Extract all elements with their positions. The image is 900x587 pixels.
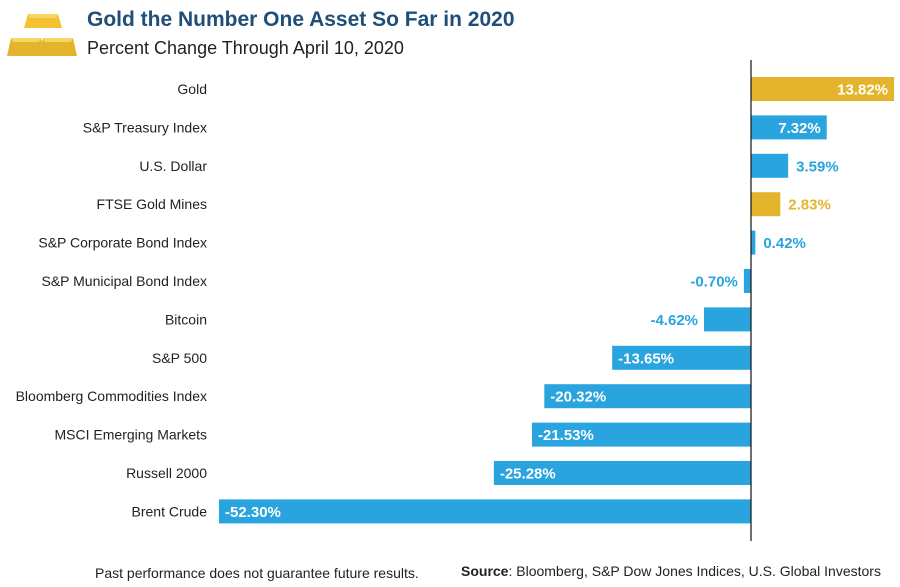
data-label-gold: 13.82%: [837, 82, 888, 99]
category-label-brent-crude: Brent Crude: [132, 503, 208, 519]
data-label-bitcoin: -4.62%: [650, 312, 698, 329]
category-label-bloomberg-commodities-index: Bloomberg Commodities Index: [16, 388, 207, 404]
data-label-brent-crude: -52.30%: [225, 504, 281, 521]
data-label-msci-emerging-markets: -21.53%: [538, 427, 594, 444]
bar-gold: [751, 77, 894, 101]
category-label-s-p-corporate-bond-index: S&P Corporate Bond Index: [38, 235, 207, 251]
category-label-s-p-municipal-bond-index: S&P Municipal Bond Index: [41, 273, 207, 289]
bar-msci-emerging-markets: [531, 422, 751, 447]
data-label-s-p-treasury-index: 7.32%: [778, 120, 821, 137]
bar-u-s-dollar: [751, 153, 789, 178]
category-label-gold: Gold: [177, 81, 207, 97]
bar-s-p-corporate-bond-index: [751, 230, 756, 255]
gold-bars-icon: [7, 14, 77, 56]
source-label: Source: [461, 563, 509, 579]
bar-bloomberg-commodities-index: [544, 384, 751, 409]
category-label-ftse-gold-mines: FTSE Gold Mines: [97, 196, 207, 212]
chart-title: Gold the Number One Asset So Far in 2020: [87, 8, 515, 31]
data-label-s-p-corporate-bond-index: 0.42%: [763, 235, 806, 252]
category-label-s-p-treasury-index: S&P Treasury Index: [83, 119, 207, 135]
data-label-u-s-dollar: 3.59%: [796, 158, 839, 175]
category-label-u-s-dollar: U.S. Dollar: [139, 158, 207, 174]
data-label-s-p-500: -13.65%: [618, 350, 674, 367]
source-text: Source: Bloomberg, S&P Dow Jones Indices…: [461, 563, 881, 579]
chart-subtitle: Percent Change Through April 10, 2020: [87, 38, 404, 58]
disclaimer-text: Past performance does not guarantee futu…: [95, 565, 419, 581]
source-value: : Bloomberg, S&P Dow Jones Indices, U.S.…: [508, 563, 881, 579]
data-label-bloomberg-commodities-index: -20.32%: [550, 389, 606, 406]
bar-ftse-gold-mines: [751, 192, 781, 217]
category-label-msci-emerging-markets: MSCI Emerging Markets: [55, 427, 207, 443]
data-label-russell-2000: -25.28%: [500, 466, 556, 483]
bar-russell-2000: [493, 461, 751, 485]
category-label-bitcoin: Bitcoin: [165, 311, 207, 327]
category-label-s-p-500: S&P 500: [152, 350, 207, 366]
category-label-russell-2000: Russell 2000: [126, 465, 207, 481]
bar-s-p-municipal-bond-index: [743, 269, 751, 293]
data-label-ftse-gold-mines: 2.83%: [788, 197, 831, 214]
bar-bitcoin: [704, 307, 751, 332]
chart-header: Gold the Number One Asset So Far in 2020…: [0, 0, 900, 70]
data-label-s-p-municipal-bond-index: -0.70%: [690, 274, 738, 291]
bar-s-p-500: [612, 345, 751, 370]
bar-brent-crude: [219, 499, 751, 524]
bar-s-p-treasury-index: [751, 115, 827, 140]
